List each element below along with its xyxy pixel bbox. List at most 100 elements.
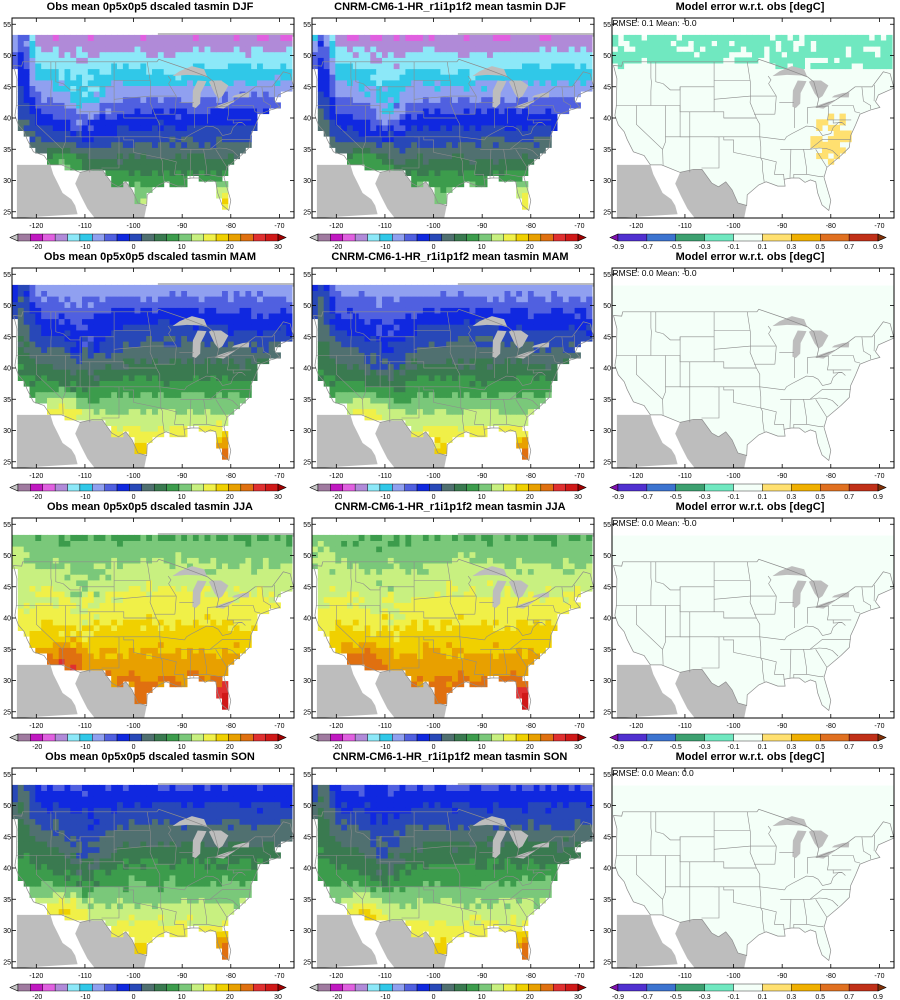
- temperature-cell: [516, 40, 523, 47]
- temperature-cell: [370, 380, 377, 387]
- temperature-cell: [187, 40, 194, 47]
- temperature-cell: [204, 46, 211, 53]
- temperature-cell: [157, 374, 165, 381]
- temperature-cell: [175, 46, 182, 53]
- temperature-cell: [58, 284, 65, 291]
- temperature-cell: [481, 40, 488, 47]
- temperature-cell: [122, 346, 130, 353]
- temperature-cell: [222, 192, 229, 199]
- temperature-cell: [23, 341, 30, 348]
- temperature-cell: [545, 63, 552, 70]
- error-cell: [804, 46, 811, 53]
- temperature-cell: [516, 186, 523, 193]
- error-cell: [705, 34, 712, 41]
- error-cell: [810, 136, 817, 143]
- error-cell: [740, 34, 747, 41]
- temperature-cell: [122, 369, 130, 376]
- temperature-cell: [12, 307, 19, 314]
- temperature-cell: [181, 169, 188, 176]
- temperature-cell: [498, 169, 505, 176]
- temperature-cell: [475, 68, 482, 75]
- temperature-cell: [146, 119, 153, 126]
- temperature-cell: [29, 301, 36, 308]
- temperature-cell: [551, 85, 558, 92]
- temperature-cell: [70, 51, 77, 58]
- temperature-cell: [87, 40, 95, 47]
- temperature-cell: [341, 79, 348, 86]
- temperature-cell: [510, 352, 517, 359]
- error-cell: [652, 40, 660, 47]
- temperature-cell: [140, 119, 147, 126]
- temperature-cell: [152, 34, 159, 41]
- temperature-cell: [341, 113, 348, 120]
- temperature-cell: [58, 386, 65, 393]
- temperature-cell: [134, 108, 141, 115]
- temperature-cell: [76, 79, 83, 86]
- temperature-cell: [181, 46, 188, 53]
- temperature-cell: [210, 91, 217, 98]
- error-cell: [734, 57, 741, 64]
- temperature-cell: [440, 169, 447, 176]
- temperature-cell: [169, 408, 176, 415]
- temperature-cell: [405, 374, 412, 381]
- colorbar-segment: [191, 483, 204, 492]
- temperature-cell: [341, 124, 348, 131]
- temperature-cell: [463, 290, 470, 297]
- colorbar-segment: [17, 483, 31, 492]
- temperature-cell: [510, 408, 517, 415]
- temperature-cell: [58, 153, 65, 160]
- temperature-cell: [204, 329, 211, 336]
- temperature-cell: [516, 68, 523, 75]
- y-tick-label: 45: [603, 84, 611, 91]
- colorbar-segment: [79, 233, 93, 242]
- temperature-cell: [157, 96, 165, 103]
- temperature-cell: [70, 335, 77, 342]
- temperature-cell: [245, 85, 252, 92]
- temperature-cell: [175, 130, 182, 137]
- error-cell: [757, 34, 765, 41]
- temperature-cell: [469, 96, 476, 103]
- temperature-cell: [146, 341, 153, 348]
- temperature-cell: [492, 380, 500, 387]
- temperature-cell: [169, 74, 176, 81]
- temperature-cell: [128, 85, 135, 92]
- temperature-cell: [128, 34, 135, 41]
- temperature-cell: [163, 130, 170, 137]
- temperature-cell: [239, 96, 246, 103]
- temperature-cell: [122, 51, 130, 58]
- temperature-cell: [492, 301, 500, 308]
- temperature-cell: [210, 318, 217, 325]
- temperature-cell: [117, 147, 124, 154]
- temperature-cell: [192, 136, 200, 143]
- temperature-cell: [87, 164, 95, 171]
- colorbar-segment: [116, 483, 130, 492]
- temperature-cell: [341, 386, 348, 393]
- colorbar-segment: [392, 233, 405, 242]
- temperature-cell: [376, 57, 383, 64]
- temperature-cell: [257, 301, 264, 308]
- temperature-cell: [157, 102, 165, 109]
- temperature-cell: [545, 301, 552, 308]
- obs-panel: -120 -110 -100 -90 -80 -70 25 30 35 40 45 50 55 -20 -1…: [0, 0, 300, 250]
- temperature-cell: [574, 74, 581, 81]
- temperature-cell: [204, 57, 211, 64]
- temperature-cell: [323, 74, 330, 81]
- temperature-cell: [411, 419, 418, 426]
- temperature-cell: [527, 91, 535, 98]
- temperature-cell: [262, 352, 270, 359]
- temperature-cell: [463, 408, 470, 415]
- temperature-cell: [163, 425, 170, 432]
- temperature-cell: [387, 141, 395, 148]
- temperature-cell: [417, 124, 424, 131]
- temperature-cell: [163, 352, 170, 359]
- temperature-cell: [87, 74, 95, 81]
- temperature-cell: [274, 313, 281, 320]
- temperature-cell: [434, 335, 441, 342]
- temperature-cell: [152, 85, 159, 92]
- temperature-cell: [169, 403, 176, 410]
- temperature-cell: [99, 414, 106, 421]
- temperature-cell: [157, 313, 165, 320]
- panel-title: Obs mean 0p5x0p5 dscaled tasmin DJF: [46, 1, 254, 13]
- error-cell: [886, 40, 893, 47]
- temperature-cell: [268, 34, 275, 41]
